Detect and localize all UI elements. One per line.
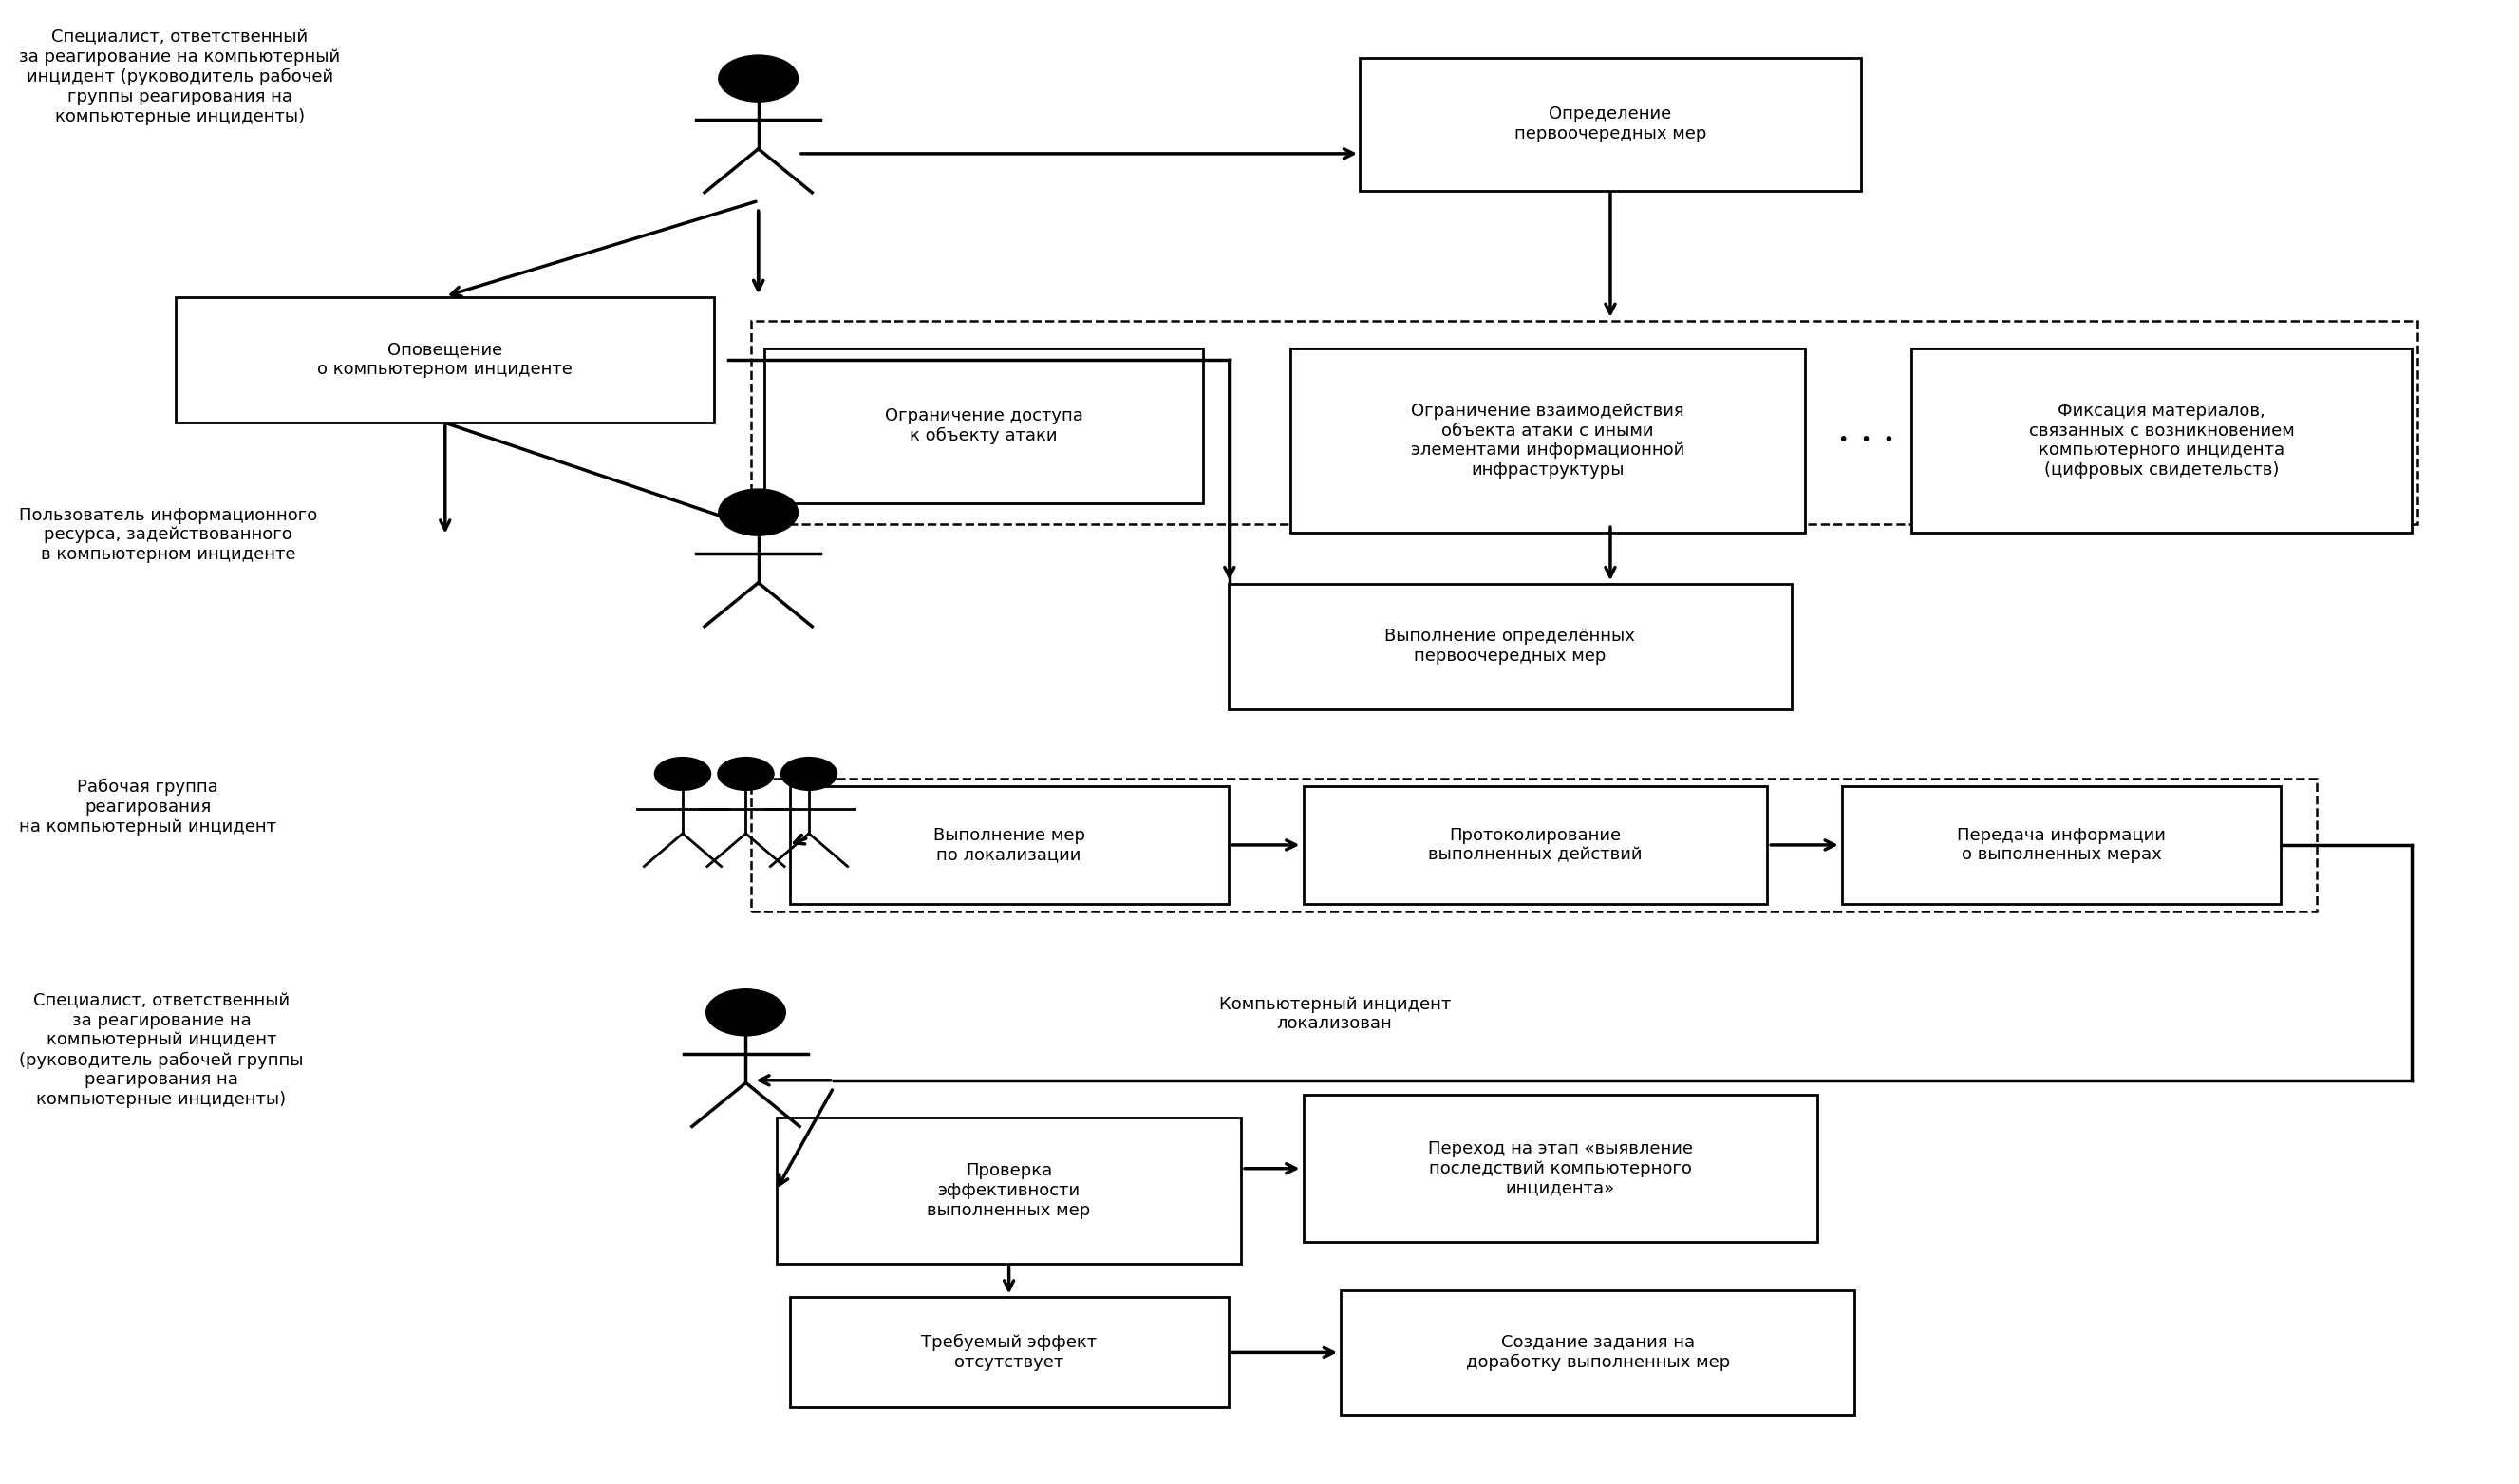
FancyBboxPatch shape <box>1302 1095 1816 1242</box>
FancyBboxPatch shape <box>1340 1290 1854 1414</box>
Text: Пользователь информационного
ресурса, задействованного
в компьютерном инциденте: Пользователь информационного ресурса, за… <box>20 506 317 564</box>
FancyBboxPatch shape <box>176 297 715 421</box>
FancyBboxPatch shape <box>1229 583 1791 709</box>
FancyBboxPatch shape <box>1302 787 1766 904</box>
Circle shape <box>655 757 710 791</box>
Text: Переход на этап «выявление
последствий компьютерного
инцидента»: Переход на этап «выявление последствий к… <box>1428 1140 1693 1196</box>
Text: Передача информации
о выполненных мерах: Передача информации о выполненных мерах <box>1957 827 2166 864</box>
Text: Требуемый эффект
отсутствует: Требуемый эффект отсутствует <box>922 1334 1096 1371</box>
Circle shape <box>718 490 799 536</box>
Text: Создание задания на
доработку выполненных мер: Создание задания на доработку выполненны… <box>1466 1334 1731 1371</box>
Text: Оповещение
о компьютерном инциденте: Оповещение о компьютерном инциденте <box>317 341 572 378</box>
Text: Рабочая группа
реагирования
на компьютерный инцидент: Рабочая группа реагирования на компьютер… <box>20 779 277 835</box>
Text: Протоколирование
выполненных действий: Протоколирование выполненных действий <box>1428 827 1642 864</box>
FancyBboxPatch shape <box>788 787 1229 904</box>
Circle shape <box>718 55 799 102</box>
FancyBboxPatch shape <box>778 1117 1242 1264</box>
Text: Выполнение определённых
первоочередных мер: Выполнение определённых первоочередных м… <box>1385 628 1635 665</box>
FancyBboxPatch shape <box>1841 787 2280 904</box>
Text: Специалист, ответственный
за реагирование на
компьютерный инцидент
(руководитель: Специалист, ответственный за реагировани… <box>20 991 302 1109</box>
FancyBboxPatch shape <box>1360 58 1862 190</box>
Text: Фиксация материалов,
связанных с возникновением
компьютерного инцидента
(цифровы: Фиксация материалов, связанных с возникн… <box>2028 402 2295 479</box>
FancyBboxPatch shape <box>788 1297 1229 1407</box>
FancyBboxPatch shape <box>1912 349 2413 533</box>
Text: Определение
первоочередных мер: Определение первоочередных мер <box>1514 105 1705 142</box>
Text: Выполнение мер
по локализации: Выполнение мер по локализации <box>932 827 1086 864</box>
FancyBboxPatch shape <box>1290 349 1804 533</box>
Circle shape <box>718 757 773 791</box>
FancyBboxPatch shape <box>766 349 1204 503</box>
Text: •  •  •: • • • <box>1839 432 1894 450</box>
Text: Ограничение взаимодействия
объекта атаки с иными
элементами информационной
инфра: Ограничение взаимодействия объекта атаки… <box>1411 402 1685 479</box>
Text: Ограничение доступа
к объекту атаки: Ограничение доступа к объекту атаки <box>884 407 1083 444</box>
Text: Специалист, ответственный
за реагирование на компьютерный
инцидент (руководитель: Специалист, ответственный за реагировани… <box>20 28 340 125</box>
Circle shape <box>781 757 836 791</box>
Text: Компьютерный инцидент
локализован: Компьютерный инцидент локализован <box>1219 996 1451 1033</box>
Text: Проверка
эффективности
выполненных мер: Проверка эффективности выполненных мер <box>927 1162 1091 1218</box>
Circle shape <box>705 990 786 1036</box>
